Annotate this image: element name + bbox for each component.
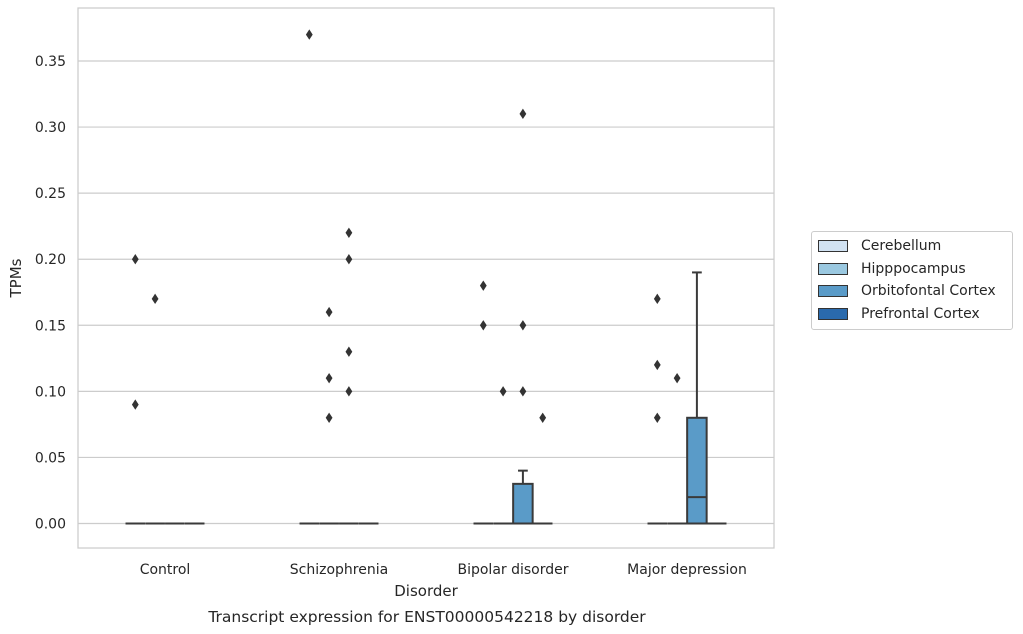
- legend-label: Hipppocampus: [861, 260, 966, 277]
- outlier-point: [479, 320, 487, 331]
- legend-swatch: [818, 262, 848, 275]
- y-tick-label: 0.00: [35, 517, 66, 533]
- outlier-point: [519, 320, 527, 331]
- outlier-point: [345, 346, 353, 357]
- y-tick-label: 0.25: [35, 186, 66, 202]
- legend-item: Hipppocampus: [812, 258, 1012, 281]
- outlier-point: [345, 254, 353, 265]
- outlier-point: [479, 280, 487, 291]
- boxes: [125, 271, 727, 525]
- outlier-point: [325, 372, 333, 384]
- outliers: [131, 29, 681, 423]
- legend-label: Orbitofontal Cortex: [861, 283, 996, 300]
- y-tick-label: 0.10: [35, 384, 66, 400]
- chart-title: Transcript expression for ENST0000054221…: [207, 608, 646, 626]
- outlier-point: [131, 399, 139, 410]
- legend-label: Prefrontal Cortex: [861, 305, 980, 322]
- outlier-point: [325, 412, 333, 423]
- outlier-point: [131, 254, 139, 265]
- x-axis-ticks: Control Schizophrenia Bipolar disorder Majo…: [140, 562, 747, 578]
- outlier-point: [345, 227, 353, 238]
- outlier-point: [519, 386, 527, 397]
- x-tick-label: Control: [140, 562, 191, 578]
- x-tick-label: Bipolar disorder: [457, 562, 568, 578]
- legend-swatch: [818, 307, 848, 320]
- x-tick-label: Schizophrenia: [290, 562, 388, 578]
- box: [512, 482, 534, 525]
- y-axis-ticks: 0.00 0.05 0.10 0.15 0.20 0.25 0.30 0.35: [35, 54, 66, 533]
- x-axis-label: Disorder: [394, 582, 458, 600]
- outlier-point: [325, 306, 333, 318]
- legend-label: Cerebellum: [861, 238, 942, 255]
- outlier-point: [673, 372, 681, 384]
- y-tick-label: 0.35: [35, 54, 66, 70]
- y-tick-label: 0.30: [35, 120, 66, 136]
- legend: Cerebellum Hipppocampus Orbitofontal Cor…: [811, 231, 1013, 330]
- outlier-point: [653, 359, 661, 371]
- outlier-point: [539, 412, 547, 423]
- y-tick-label: 0.20: [35, 252, 66, 268]
- legend-swatch: [818, 240, 848, 253]
- x-tick-label: Major depression: [627, 562, 747, 578]
- y-tick-label: 0.15: [35, 318, 66, 334]
- y-tick-label: 0.05: [35, 450, 66, 466]
- outlier-point: [653, 412, 661, 423]
- legend-item: Orbitofontal Cortex: [812, 280, 1012, 303]
- box-group: [686, 271, 708, 525]
- plot-frame: [77, 7, 775, 549]
- y-axis-label: TPMs: [7, 258, 25, 298]
- legend-item: Cerebellum: [812, 235, 1012, 258]
- outlier-point: [499, 386, 507, 397]
- outlier-point: [345, 386, 353, 397]
- box: [686, 416, 708, 525]
- legend-swatch: [818, 285, 848, 298]
- legend-item: Prefrontal Cortex: [812, 303, 1012, 326]
- outlier-point: [305, 29, 313, 40]
- outlier-point: [653, 293, 661, 305]
- outlier-point: [519, 108, 527, 120]
- box-group: [512, 469, 534, 525]
- outlier-point: [151, 293, 159, 305]
- gridlines: [78, 60, 774, 525]
